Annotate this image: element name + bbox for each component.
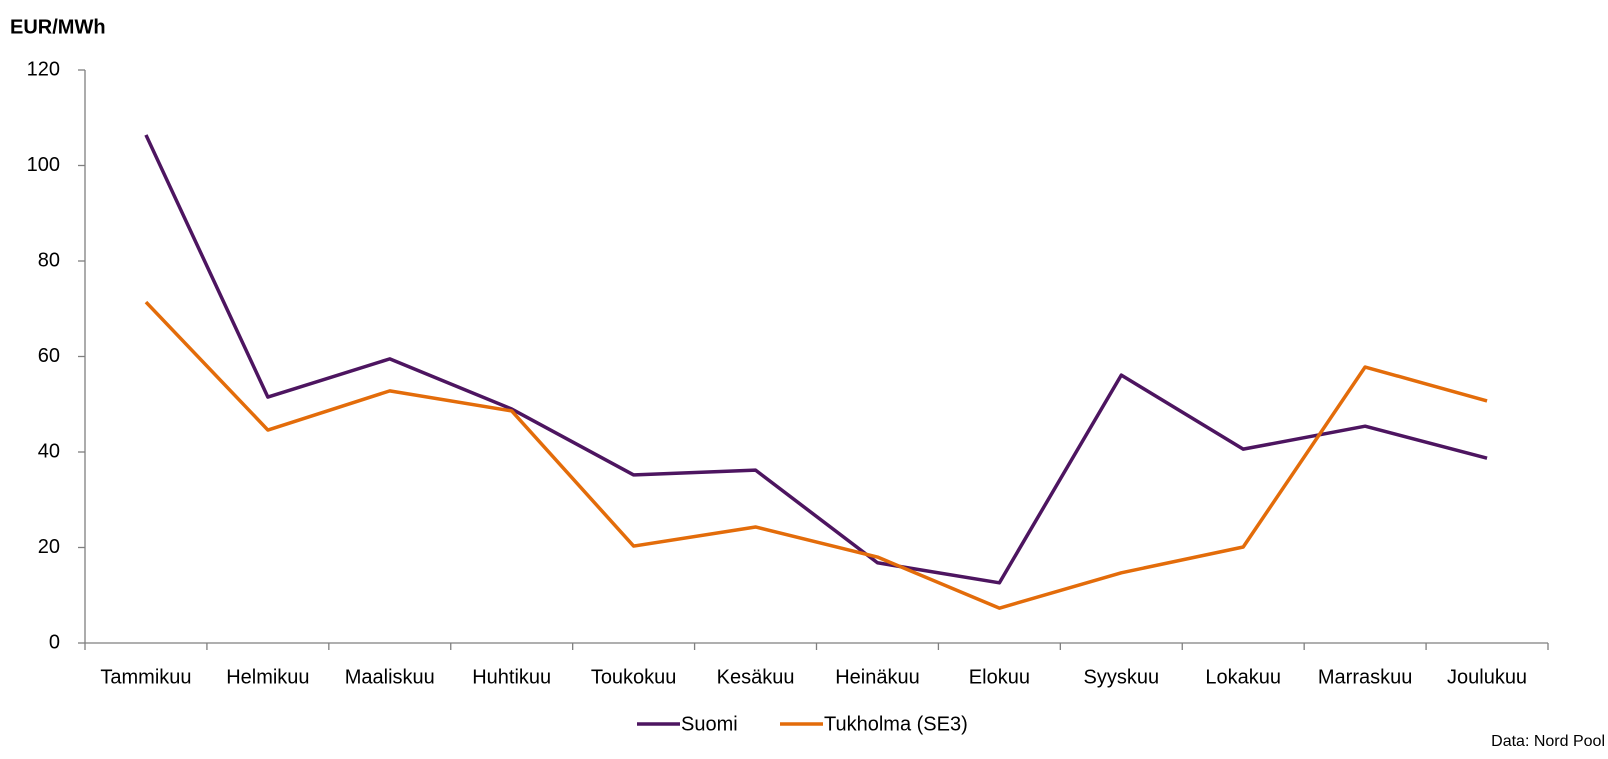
y-tick-label: 120	[27, 58, 60, 80]
x-tick-label: Helmikuu	[226, 666, 309, 688]
y-tick-label: 80	[38, 249, 60, 271]
x-tick-label: Elokuu	[969, 666, 1030, 688]
y-tick-label: 100	[27, 154, 60, 176]
series-line	[144, 134, 1488, 585]
x-tick-label: Kesäkuu	[717, 666, 795, 688]
x-tick-label: Huhtikuu	[472, 666, 551, 688]
y-tick-label: 0	[49, 631, 60, 653]
source-note: Data: Nord Pool	[1491, 733, 1605, 750]
y-axis-label: EUR/MWh	[10, 16, 106, 38]
x-tick-label: Joulukuu	[1447, 666, 1527, 688]
x-tick-label: Syyskuu	[1083, 666, 1159, 688]
x-tick-label: Toukokuu	[591, 666, 677, 688]
series-line	[144, 300, 1488, 610]
y-tick-label: 40	[38, 440, 60, 462]
x-tick-label: Lokakuu	[1205, 666, 1281, 688]
x-tick-label: Marraskuu	[1318, 666, 1412, 688]
y-tick-label: 20	[38, 536, 60, 558]
x-tick-label: Heinäkuu	[835, 666, 920, 688]
legend-label: Suomi	[681, 713, 738, 735]
x-tick-label: Tammikuu	[100, 666, 191, 688]
y-tick-label: 60	[38, 345, 60, 367]
legend-label: Tukholma (SE3)	[824, 713, 968, 735]
x-tick-label: Maaliskuu	[345, 666, 435, 688]
